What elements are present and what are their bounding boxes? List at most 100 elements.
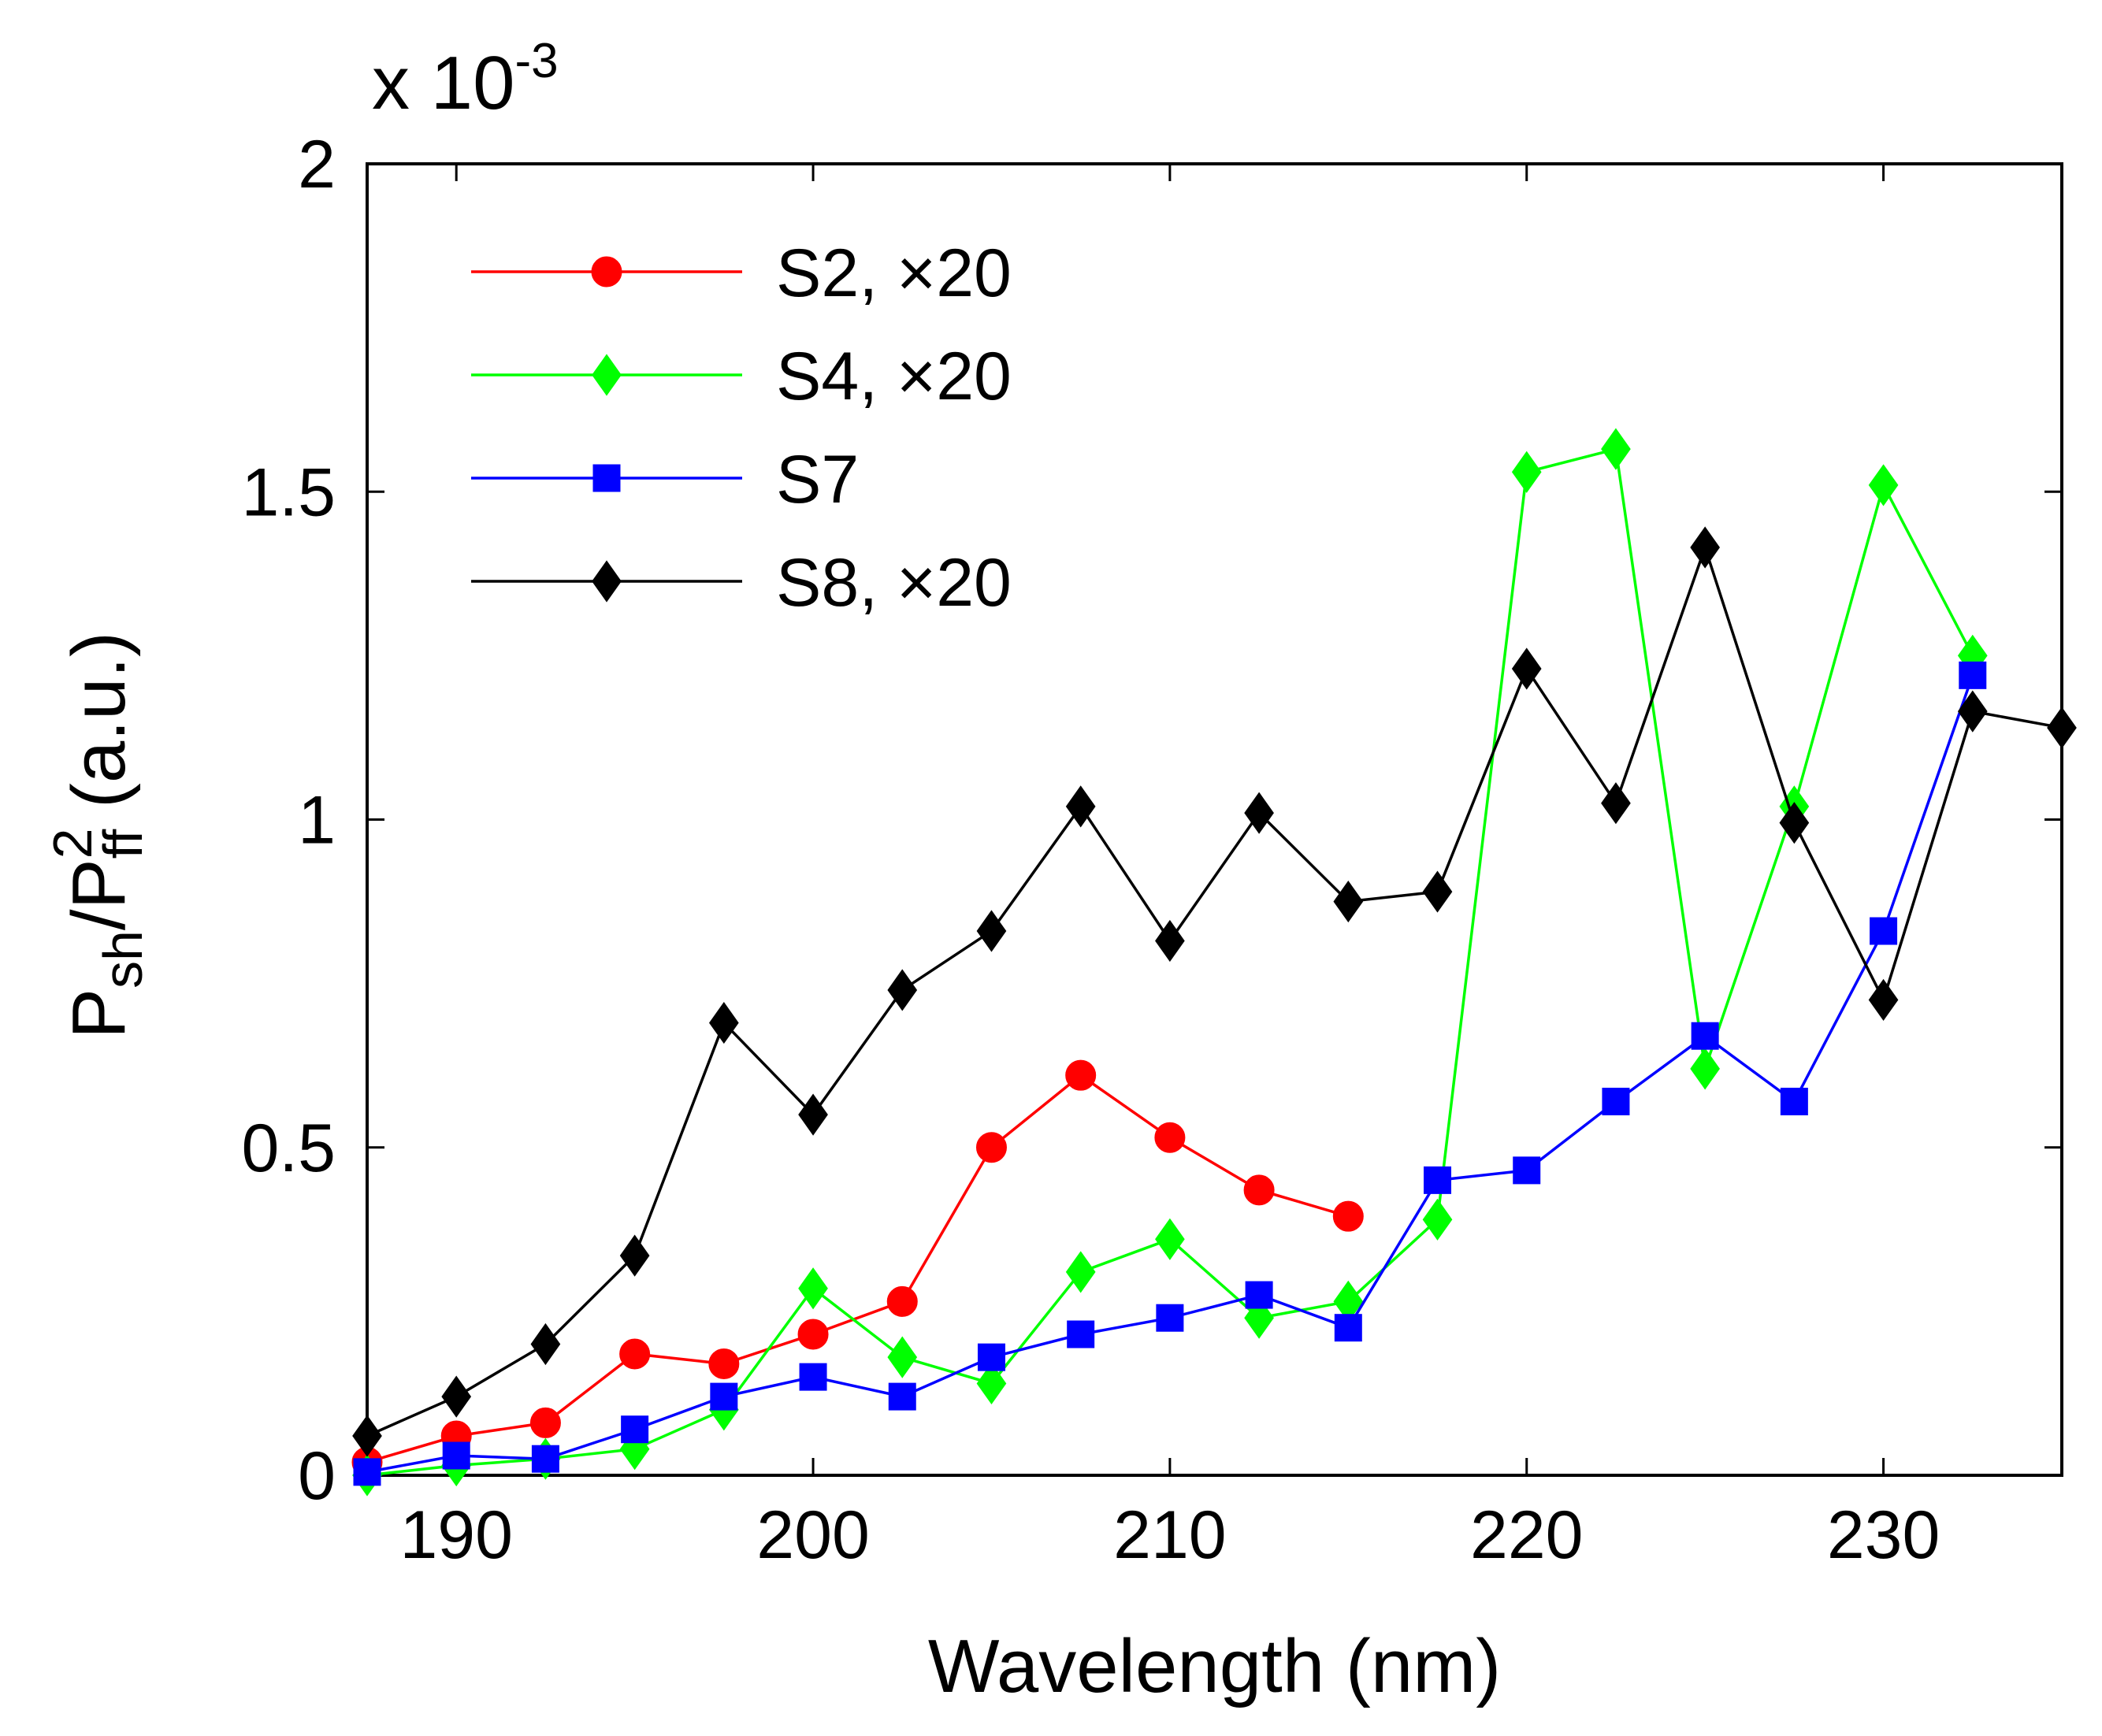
data-point xyxy=(710,1382,738,1411)
data-point xyxy=(1155,919,1185,963)
data-point xyxy=(887,969,918,1011)
data-point xyxy=(1690,526,1720,569)
data-point xyxy=(1601,428,1631,470)
legend: S2, ×20 S4, ×20 S7 S8, ×20 xyxy=(471,236,1012,621)
y-axis-title-mid: /P xyxy=(57,859,141,930)
data-point xyxy=(798,1093,828,1136)
data-point xyxy=(442,1441,470,1470)
data-point xyxy=(1868,978,1899,1022)
series-4 xyxy=(352,526,2077,1457)
legend-marker xyxy=(592,464,621,492)
data-point xyxy=(1513,1156,1541,1185)
data-point xyxy=(977,1343,1005,1371)
series-line xyxy=(366,543,2063,1437)
legend-item: S2, ×20 xyxy=(471,236,1012,311)
data-point xyxy=(1868,464,1899,506)
data-point xyxy=(1602,1087,1630,1115)
y-axis-title: Psh/P2ff (a.u.) xyxy=(42,632,154,1039)
data-point xyxy=(887,1336,918,1378)
y-axis-title-base: P xyxy=(57,989,141,1039)
x-tick-label: 200 xyxy=(756,1497,870,1573)
y-tick-label: 2 xyxy=(298,127,336,202)
y-axis-title-sub1: sh xyxy=(92,930,154,989)
data-point xyxy=(1511,647,1542,690)
y-axis-exponent-prefix: x 10 xyxy=(372,41,514,125)
data-point xyxy=(888,1382,916,1411)
data-point xyxy=(709,1001,739,1044)
x-tick-label: 230 xyxy=(1827,1497,1940,1573)
data-point xyxy=(441,1375,472,1418)
data-point xyxy=(1065,1251,1096,1293)
data-point xyxy=(1422,870,1453,913)
data-point xyxy=(530,1322,561,1366)
y-axis-title-sub2: ff xyxy=(92,829,154,859)
data-point xyxy=(797,1319,829,1350)
y-tick-label: 1.5 xyxy=(241,454,336,530)
legend-label: S8, ×20 xyxy=(776,545,1012,621)
data-point xyxy=(619,1234,650,1277)
data-point xyxy=(1155,1218,1185,1260)
data-point xyxy=(621,1415,649,1444)
data-point xyxy=(1957,690,1988,733)
data-point xyxy=(1243,1174,1275,1206)
data-point xyxy=(2047,707,2077,749)
legend-marker xyxy=(592,560,622,603)
data-point xyxy=(1690,1048,1720,1090)
series-1 xyxy=(351,1059,1364,1478)
data-point xyxy=(976,910,1007,952)
legend-label: S2, ×20 xyxy=(776,236,1012,311)
data-point xyxy=(1154,1122,1186,1153)
y-tick-label: 1 xyxy=(298,783,336,859)
data-point xyxy=(799,1363,827,1391)
data-point xyxy=(1244,792,1274,834)
legend-label: S7 xyxy=(776,442,859,517)
data-point xyxy=(352,1415,382,1457)
data-point xyxy=(1065,1059,1097,1091)
data-point xyxy=(708,1348,740,1379)
data-point xyxy=(619,1338,651,1370)
data-point xyxy=(886,1285,918,1317)
data-point xyxy=(975,1132,1007,1163)
data-point xyxy=(976,1362,1007,1405)
y-axis-exponent: x 10-3 xyxy=(372,34,559,125)
data-point xyxy=(1424,1166,1452,1194)
data-point xyxy=(1691,1022,1719,1050)
legend-item: S8, ×20 xyxy=(471,545,1012,621)
y-axis-title-unit: (a.u.) xyxy=(57,632,141,829)
data-point xyxy=(353,1458,381,1486)
data-point xyxy=(531,1445,559,1473)
x-tick-label: 210 xyxy=(1113,1497,1227,1573)
data-point xyxy=(798,1267,828,1310)
data-point xyxy=(1870,917,1898,945)
y-tick-label: 0 xyxy=(298,1438,336,1514)
ticks: 190 200 210 220 230 0 0.5 1 1.5 2 xyxy=(241,127,2062,1573)
series-3 xyxy=(353,661,1987,1486)
data-point xyxy=(1511,451,1542,493)
y-tick-label: 0.5 xyxy=(241,1111,336,1186)
data-point xyxy=(1333,880,1364,923)
data-point xyxy=(1156,1304,1184,1332)
x-tick-label: 220 xyxy=(1470,1497,1584,1573)
data-point xyxy=(1959,661,1987,689)
y-axis-exponent-power: -3 xyxy=(514,34,558,88)
data-point xyxy=(1422,1198,1453,1241)
data-point xyxy=(1780,1087,1808,1115)
legend-label: S4, ×20 xyxy=(776,339,1012,414)
data-point xyxy=(1245,1281,1273,1309)
data-point xyxy=(1334,1314,1362,1342)
data-point xyxy=(1067,1320,1095,1348)
series-layer xyxy=(351,428,2077,1497)
legend-item: S7 xyxy=(471,442,859,517)
data-point xyxy=(1779,802,1810,844)
legend-marker xyxy=(591,256,622,287)
y-axis-title-sup: 2 xyxy=(42,828,103,859)
data-point xyxy=(529,1407,561,1438)
data-point xyxy=(1332,1200,1364,1232)
data-point xyxy=(1601,782,1631,825)
legend-item: S4, ×20 xyxy=(471,339,1012,414)
legend-marker xyxy=(592,354,622,396)
x-axis-title: Wavelength (nm) xyxy=(928,1624,1501,1708)
x-tick-label: 190 xyxy=(399,1497,513,1573)
